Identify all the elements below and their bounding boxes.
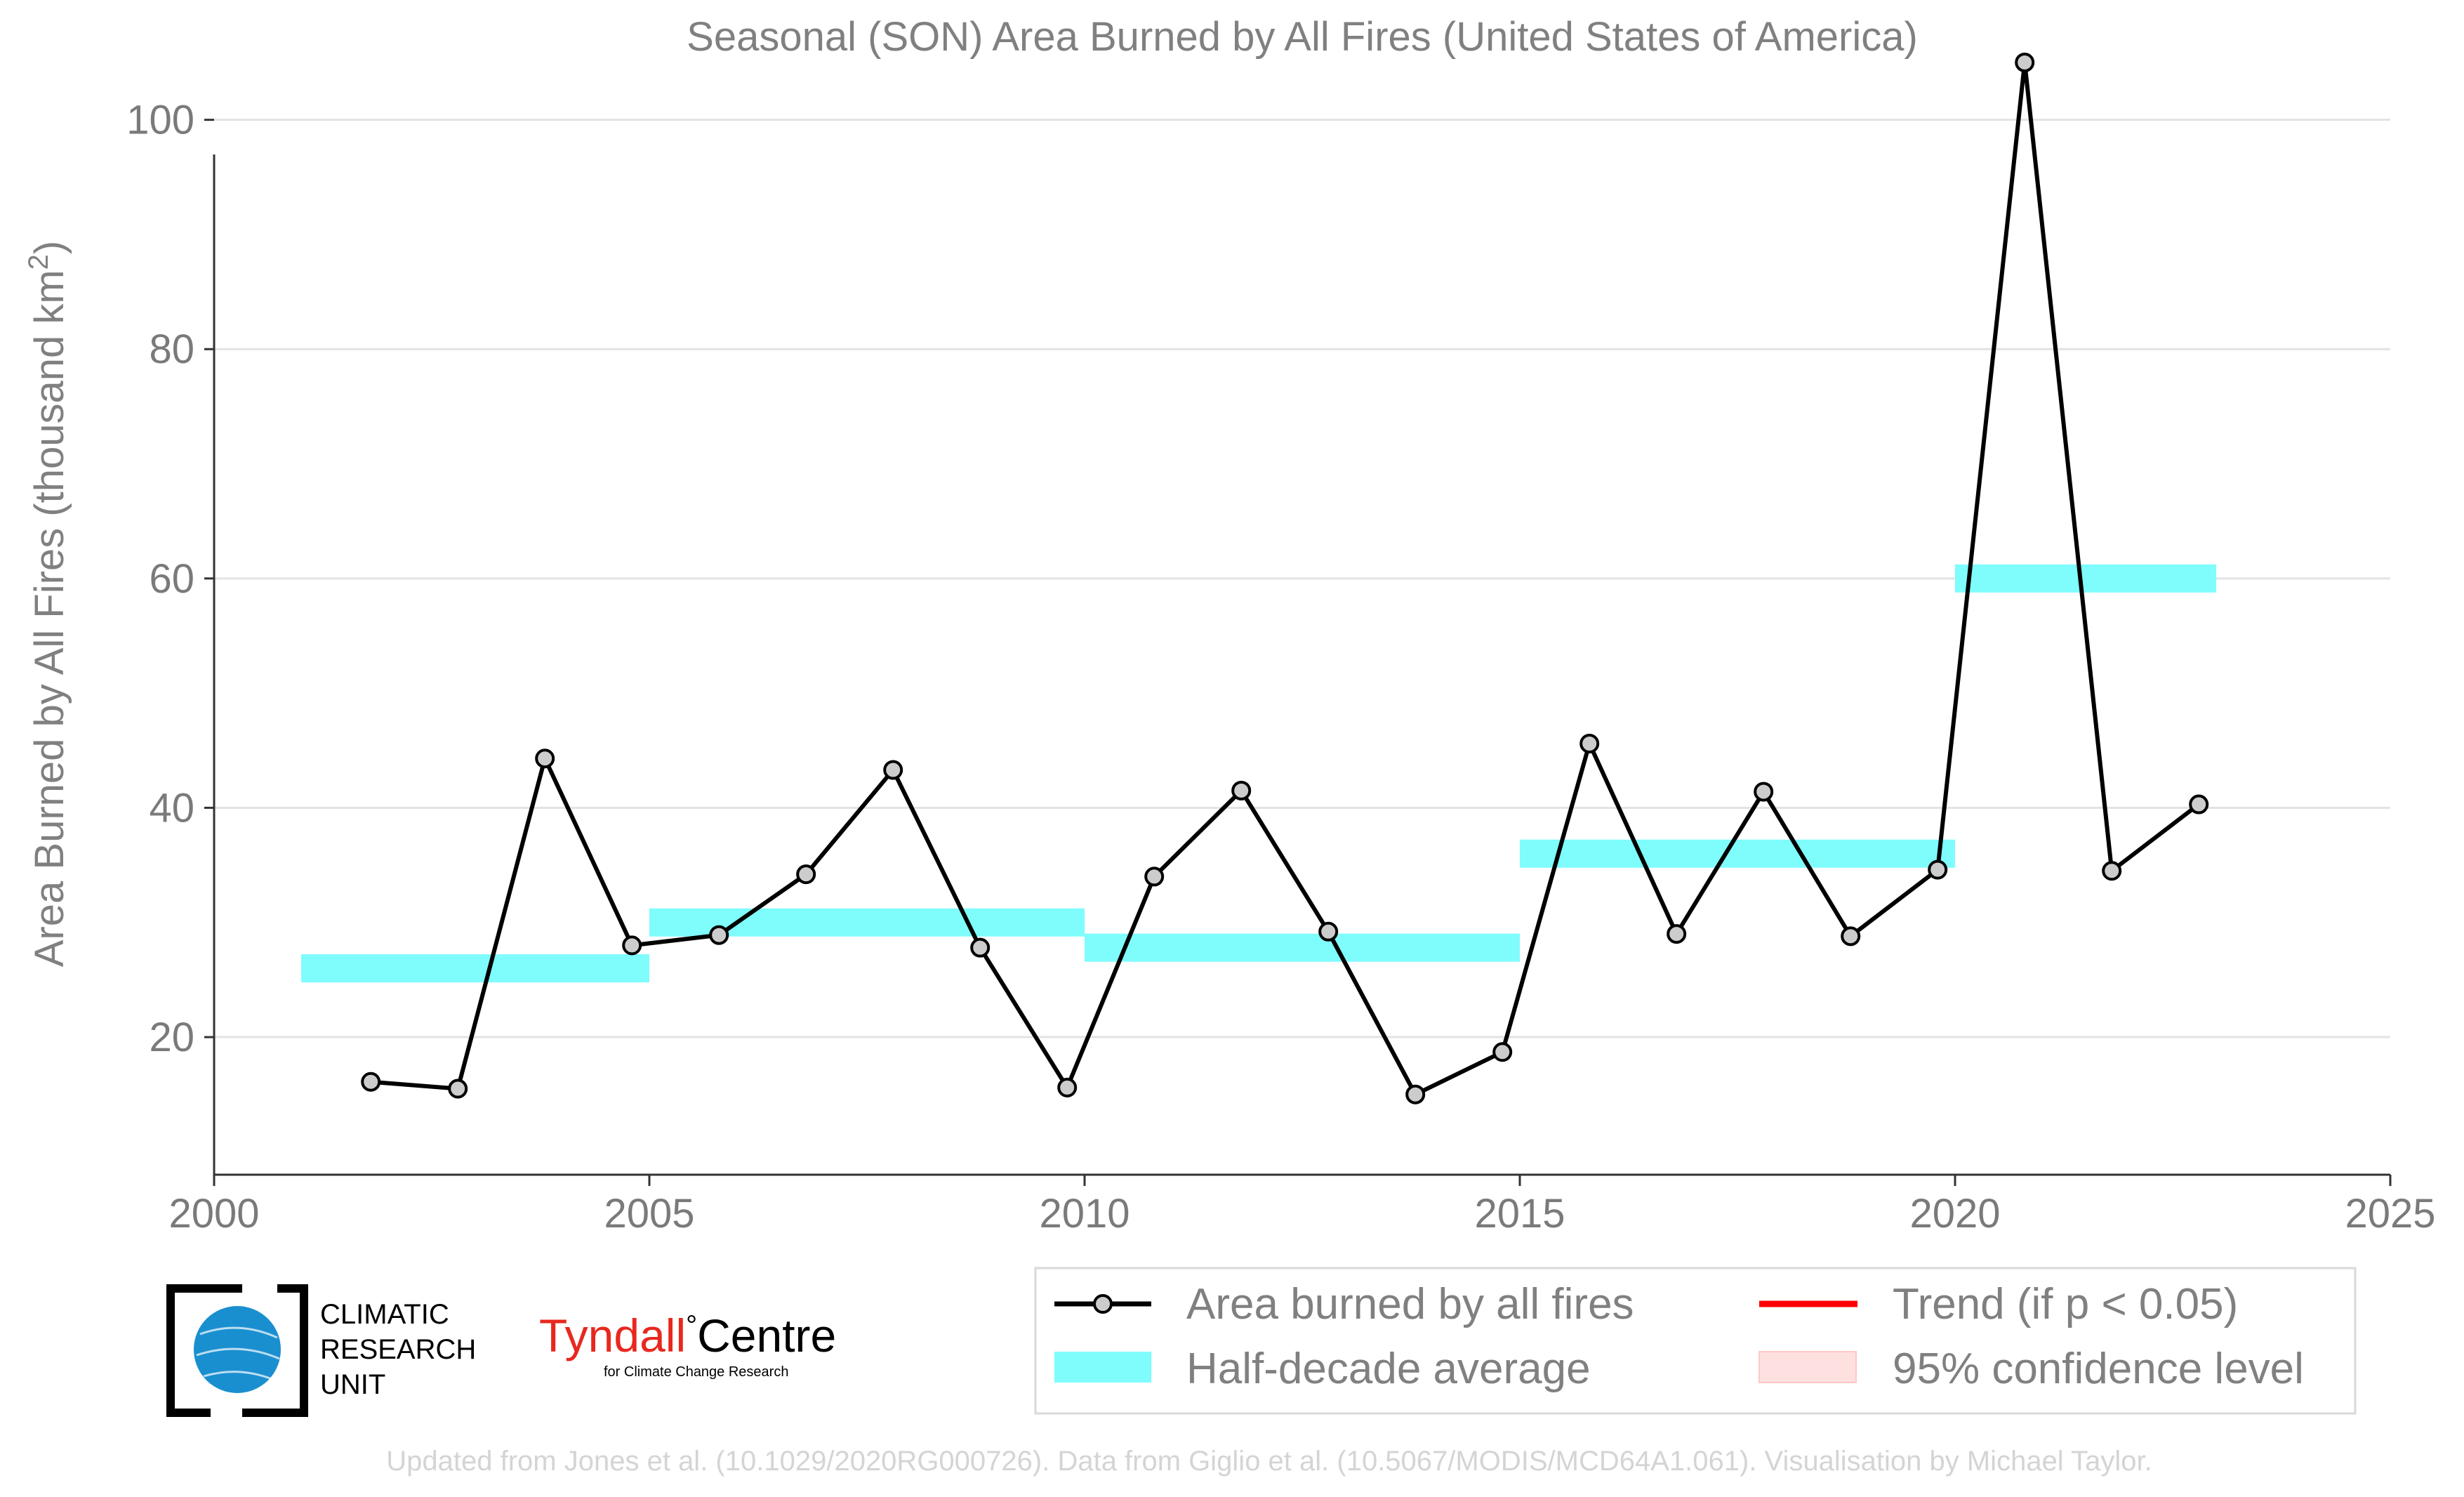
data-point (1231, 780, 1252, 800)
gridlines (214, 119, 2390, 1038)
tyndall-logo-name: Tyndall°Centre (539, 1310, 836, 1361)
cru-logo-frame (166, 1284, 308, 1417)
data-point (1405, 1084, 1426, 1104)
legend-box (1034, 1267, 2357, 1415)
data-point (709, 925, 729, 945)
legend-label-confidence: 95% confidence level (1893, 1345, 2304, 1393)
data-point (1318, 921, 1339, 942)
data-point (622, 935, 642, 956)
x-tick-label: 2010 (1039, 1191, 1130, 1236)
half-decade-average-bar (301, 954, 649, 983)
cru-logo-line1: CLIMATIC (320, 1299, 449, 1330)
footer-credit: Updated from Jones et al. (10.1029/2020R… (386, 1446, 2152, 1477)
half-decade-average-bar (1520, 839, 1955, 868)
half-decade-average-bars (301, 564, 2216, 983)
data-point (1754, 782, 1774, 802)
data-point (1579, 733, 1600, 753)
data-point (2189, 794, 2209, 815)
y-tick-label: 40 (149, 785, 194, 831)
data-point (883, 760, 903, 780)
data-point (1841, 926, 1861, 947)
y-axis-title: Area Burned by All Fires (thousand km2) (23, 241, 72, 968)
tyndall-logo: Tyndall°Centre for Climate Change Resear… (539, 1310, 836, 1380)
half-decade-average-bar (1085, 933, 1520, 962)
data-point (448, 1079, 468, 1099)
series-area-burned (361, 52, 2209, 1104)
data-point (361, 1071, 381, 1092)
cru-globe-lines-icon (196, 1326, 280, 1381)
data-point (1144, 866, 1165, 887)
data-point (2102, 861, 2122, 881)
cru-logo-line2: RESEARCH (320, 1334, 476, 1365)
y-tick-label: 100 (126, 98, 194, 143)
data-point (1928, 859, 1948, 880)
x-tick-label: 2020 (1909, 1191, 2000, 1236)
cru-logo: CLIMATIC RESEARCH UNIT (166, 1284, 476, 1417)
legend-swatch-marker (1093, 1294, 1113, 1314)
x-tick-label: 2015 (1474, 1191, 1565, 1236)
data-point (1492, 1042, 1513, 1062)
data-point (796, 864, 816, 885)
data-point (1667, 924, 1687, 944)
data-point (535, 748, 555, 769)
chart-title: Seasonal (SON) Area Burned by All Fires … (687, 14, 1918, 60)
legend-label-trend: Trend (if p < 0.05) (1893, 1280, 2238, 1328)
legend-swatch-confidence (1758, 1351, 1857, 1383)
data-point (1057, 1077, 1078, 1097)
data-point (970, 937, 991, 958)
y-tick-label: 80 (149, 327, 194, 372)
cru-logo-line3: UNIT (320, 1369, 385, 1400)
legend-label-area-burned: Area burned by all fires (1186, 1280, 1634, 1328)
tyndall-logo-sub: for Climate Change Research (604, 1364, 788, 1380)
legend-label-half-decade: Half-decade average (1186, 1345, 1591, 1393)
x-tick-label: 2025 (2345, 1191, 2435, 1236)
legend: Area burned by all fires Trend (if p < 0… (1034, 1267, 2357, 1415)
axes: 20 40 60 80 100 2000 2005 2010 2015 2020 2025 (126, 98, 2435, 1236)
series-line (370, 60, 2201, 1097)
data-point (2015, 52, 2035, 72)
y-tick-label: 20 (149, 1015, 194, 1060)
x-tick-label: 2005 (604, 1191, 694, 1236)
y-tick-label: 60 (149, 556, 194, 602)
half-decade-average-bar (1955, 564, 2216, 593)
legend-swatch-half-decade (1054, 1352, 1151, 1383)
x-tick-label: 2000 (168, 1191, 259, 1236)
